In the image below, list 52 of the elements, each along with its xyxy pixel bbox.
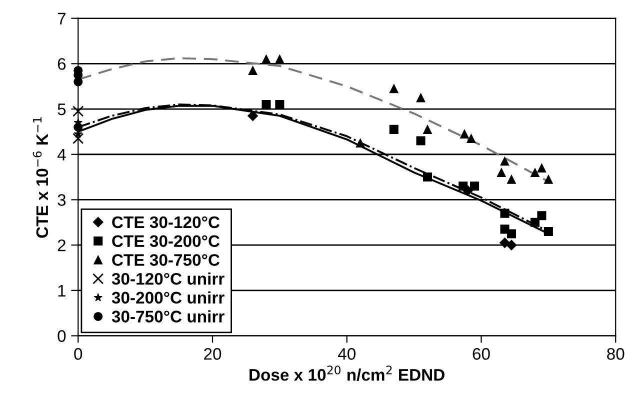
point	[275, 54, 284, 64]
point	[262, 54, 271, 64]
x-tick-label: 20	[204, 348, 222, 360]
point	[248, 66, 258, 75]
point	[537, 163, 546, 172]
y-tick-label: 7	[58, 12, 66, 24]
point	[389, 124, 398, 134]
y-tick-label: 0	[58, 330, 66, 342]
point	[422, 172, 432, 182]
y-tick-label: 3	[58, 194, 66, 206]
point	[544, 174, 553, 184]
point	[262, 100, 271, 109]
y-tick-label: 1	[58, 284, 66, 296]
point	[460, 129, 469, 138]
point	[466, 134, 476, 144]
point	[537, 211, 546, 220]
point	[544, 226, 553, 236]
point	[500, 208, 510, 218]
x-axis-title: Dose x 10$^{20}$ n/cm$^{2}$ EDND	[250, 366, 444, 381]
x-tick-label: 0	[74, 348, 82, 360]
y-tick-label: 6	[58, 58, 66, 70]
point	[416, 136, 426, 146]
point	[506, 229, 516, 238]
point	[530, 218, 540, 227]
point	[470, 182, 480, 191]
legend-label: CTE 30-120°C	[112, 216, 220, 228]
point	[356, 138, 365, 148]
point	[422, 124, 432, 134]
x-tick-label: 60	[472, 348, 490, 360]
legend-label: CTE 30-200°C	[112, 235, 220, 248]
legend-label: 30-750°C unirr	[112, 310, 224, 323]
x-tick-label: 80	[607, 348, 624, 360]
legend-label: 30-120°C unirr	[112, 272, 224, 285]
point	[458, 182, 468, 191]
y-tick-label: 5	[58, 104, 66, 116]
point	[530, 168, 540, 178]
point	[72, 132, 84, 144]
point	[248, 110, 258, 122]
y-axis-title: CTE x 10$^{−6}$ K$^{−1}$	[32, 117, 48, 238]
y-tick-label: 4	[57, 148, 66, 160]
point	[416, 93, 426, 102]
y-tick-label: 2	[58, 239, 66, 252]
point	[74, 122, 83, 132]
legend-label: 30-200°C unirr	[112, 291, 224, 304]
point	[389, 84, 398, 94]
x-tick-label: 40	[338, 348, 356, 360]
point	[506, 240, 517, 250]
point	[506, 174, 516, 184]
legend-label: CTE 30-750°C	[112, 254, 220, 266]
point	[500, 156, 510, 166]
point	[496, 168, 506, 178]
point	[275, 100, 284, 109]
